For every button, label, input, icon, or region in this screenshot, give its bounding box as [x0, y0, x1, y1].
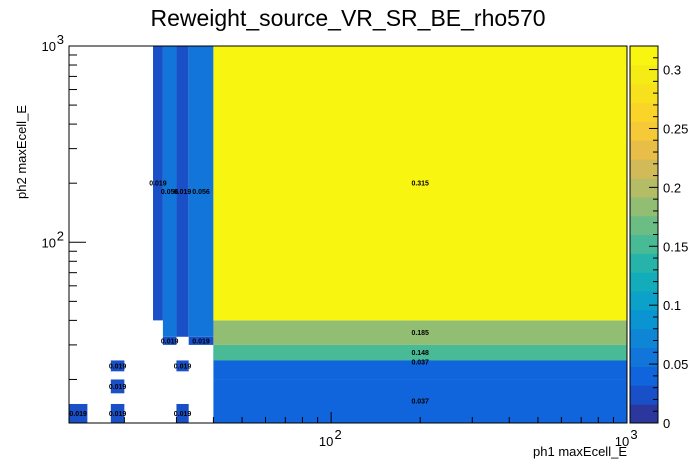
x-tick-exponent: 3	[630, 427, 637, 442]
heatmap-cell	[213, 46, 627, 321]
x-axis-ticks: 10 2 10 3	[123, 412, 638, 449]
heatmap-cells	[69, 46, 627, 423]
heatmap-cell	[162, 336, 177, 345]
cell-value-label: 0.019	[109, 384, 127, 391]
heatmap-cell	[188, 46, 214, 337]
cell-value-label: 0.019	[69, 411, 87, 418]
heatmap-cell	[162, 46, 177, 337]
colorbar-tick-label: 0.1	[663, 298, 681, 313]
cell-value-label: 0.019	[161, 338, 179, 345]
cell-value-label: 0.056	[192, 189, 210, 196]
cell-value-label: 0.019	[109, 411, 127, 418]
colorbar-tick-label: 0.05	[663, 357, 688, 372]
heatmap-cell	[176, 403, 189, 423]
colorbar-band	[630, 253, 658, 273]
cell-value-label: 0.019	[109, 363, 127, 370]
colorbar-band	[630, 140, 658, 160]
colorbar-band	[630, 272, 658, 292]
colorbar-tick-label: 0	[663, 416, 670, 431]
y-tick-label: 10	[42, 39, 56, 54]
colorbar-band	[630, 291, 658, 311]
colorbar-band	[630, 347, 658, 367]
cell-value-label: 0.019	[174, 363, 192, 370]
heatmap-cell	[110, 360, 125, 372]
y-axis-label: ph2 maxEcell_E	[14, 105, 29, 199]
chart-title: Reweight_source_VR_SR_BE_rho570	[150, 5, 545, 31]
colorbar-band	[630, 177, 658, 198]
colorbar-tick-label: 0.2	[663, 180, 681, 195]
colorbar-band	[630, 83, 658, 104]
colorbar-tick-label: 0.3	[663, 63, 681, 78]
y-tick-exponent: 3	[57, 32, 64, 47]
plot-frame	[68, 45, 628, 424]
y-tick-label: 10	[42, 235, 56, 250]
heatmap-cell	[110, 403, 125, 423]
heatmap-cell	[213, 379, 627, 423]
colorbar-band	[630, 46, 658, 66]
cell-value-labels: 0.019 0.019 0.019 0.037 0.019 0.037 0.019 0.019…	[69, 181, 429, 418]
heatmap-cell	[69, 403, 88, 423]
colorbar-band	[630, 328, 658, 349]
colorbar-band	[630, 309, 658, 330]
cell-value-label: 0.185	[411, 330, 429, 337]
x-tick-label: 10	[319, 434, 333, 449]
x-tick-exponent: 2	[335, 427, 342, 442]
colorbar-band	[630, 234, 658, 254]
colorbar-band	[630, 404, 658, 424]
colorbar-tick-label: 0.15	[663, 239, 688, 254]
heatmap-cell	[188, 336, 214, 345]
cell-value-label: 0.148	[411, 350, 429, 357]
x-axis-label: ph1 maxEcell_E	[533, 444, 627, 459]
heatmap-cell	[110, 379, 125, 394]
x-tick-label: 10	[615, 434, 629, 449]
cell-value-label: 0.019	[192, 338, 210, 345]
cell-value-label: 0.315	[411, 181, 429, 188]
cell-value-label: 0.037	[411, 360, 429, 367]
colorbar-band	[630, 196, 658, 217]
colorbar-tick-label: 0.25	[663, 121, 688, 136]
colorbar-band	[630, 366, 658, 386]
cell-value-label: 0.019	[174, 411, 192, 418]
colorbar	[629, 45, 659, 424]
colorbar-band	[630, 385, 658, 405]
y-tick-exponent: 2	[57, 228, 64, 243]
heatmap-cell	[153, 46, 163, 321]
colorbar-band	[630, 159, 658, 179]
cell-value-label: 0.056	[161, 189, 179, 196]
colorbar-band	[630, 102, 658, 122]
colorbar-band	[630, 215, 658, 235]
colorbar-band	[630, 121, 658, 141]
heatmap-cell	[213, 320, 627, 345]
cell-value-label: 0.019	[174, 189, 192, 196]
cell-value-label: 0.019	[149, 181, 167, 188]
heatmap-cell	[176, 360, 189, 372]
heatmap-cell	[213, 344, 627, 361]
colorbar-ticks: 0 0.05 0.1 0.15 0.2 0.25 0.3	[649, 45, 688, 431]
cell-value-label: 0.037	[411, 399, 429, 406]
heatmap-cell	[176, 46, 189, 337]
